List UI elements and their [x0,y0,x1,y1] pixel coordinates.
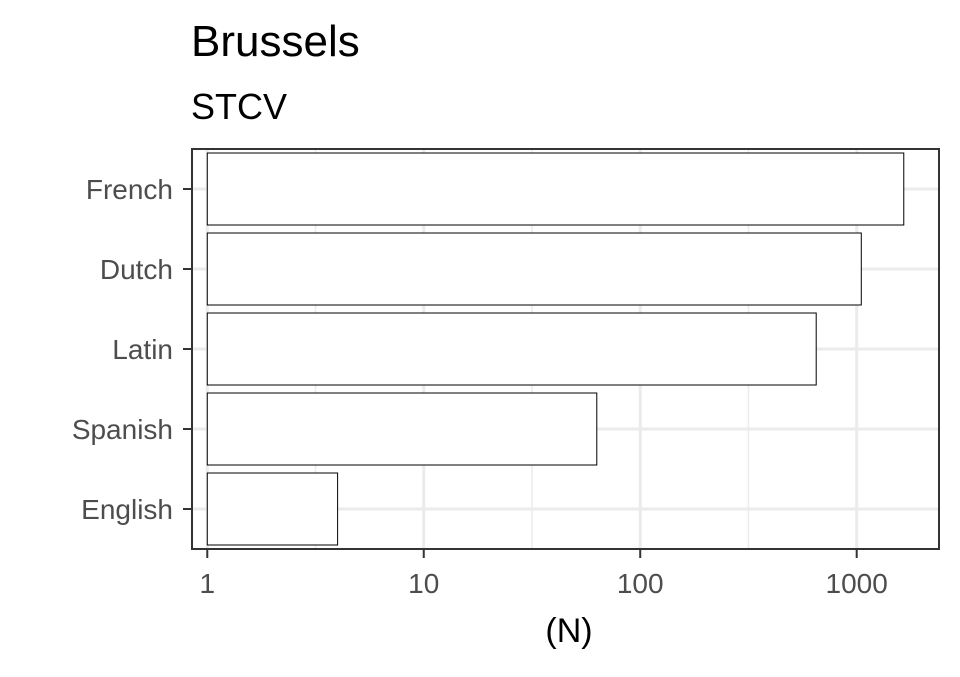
y-tick-label: Latin [112,334,173,365]
x-tick-label: 10 [408,568,439,599]
x-tick-label: 1 [199,568,215,599]
y-axis: French Dutch Latin Spanish English [72,174,192,525]
y-tick-label: Spanish [72,414,173,445]
bar-english [206,472,339,546]
y-tick-label: Dutch [100,254,173,285]
x-axis-title: (N) [545,612,592,650]
chart-subtitle: STCV [191,86,287,127]
x-tick-label: 100 [617,568,664,599]
x-tick-label: 1000 [826,568,888,599]
chart-title: Brussels [191,17,360,66]
y-tick-label: English [81,494,173,525]
bar-spanish [206,392,598,466]
y-tick-label: French [86,174,173,205]
bar-dutch [206,232,862,306]
bar-french [206,152,905,226]
bars [206,152,905,546]
x-axis: 1 10 100 1000 [199,549,888,599]
bar-latin [206,312,817,386]
